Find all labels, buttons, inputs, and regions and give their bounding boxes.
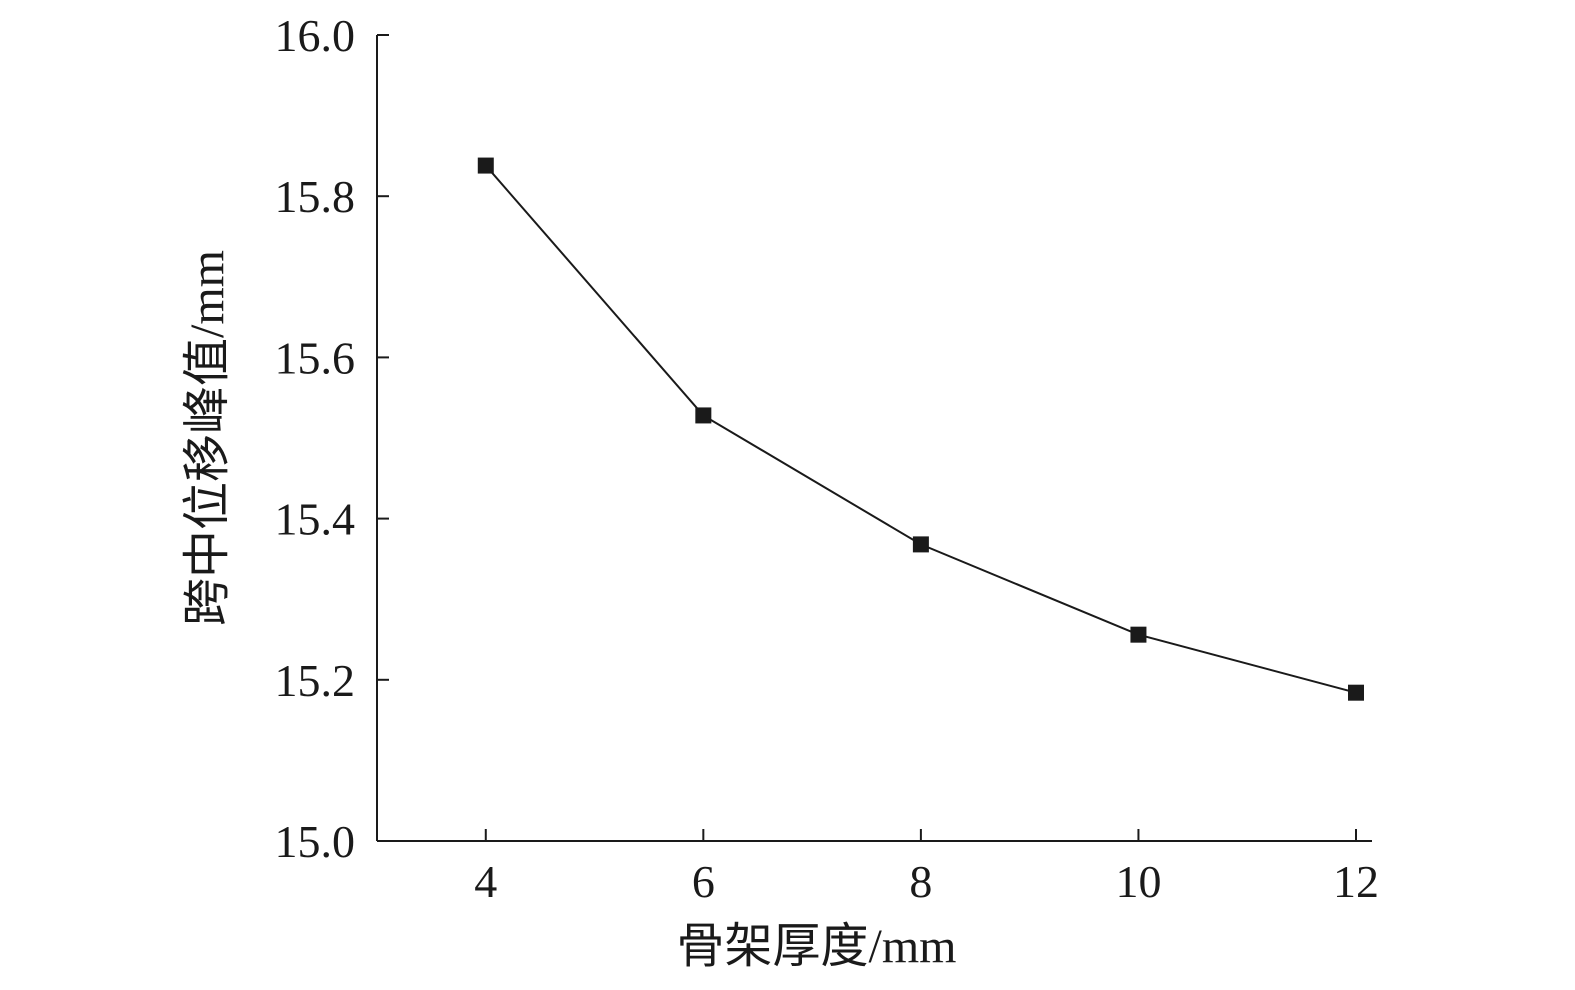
x-tick-label: 10: [1115, 856, 1161, 907]
x-tick-label: 4: [474, 856, 497, 907]
data-point-marker: [912, 536, 929, 553]
x-tick-label: 6: [692, 856, 715, 907]
data-point-marker: [1348, 684, 1364, 701]
y-axis-title: 跨中位移峰值/mm: [181, 250, 234, 626]
y-tick-label: 15.4: [275, 494, 356, 545]
data-point-marker: [695, 407, 712, 424]
y-tick-label: 15.6: [275, 332, 356, 383]
y-tick-label: 15.2: [275, 655, 356, 706]
y-tick-label: 16.0: [275, 10, 356, 61]
x-axis-title: 骨架厚度/mm: [676, 920, 956, 973]
y-tick-label: 15.0: [275, 816, 356, 867]
series-group: [477, 157, 1364, 701]
axes-group: 15.0 15.2 15.4 15.6 15.8 16.0 4 6 8 10 12: [275, 10, 1380, 907]
series-line: [485, 164, 1357, 694]
data-point-marker: [1130, 626, 1147, 643]
x-tick-label: 8: [909, 856, 932, 907]
x-tick-label: 12: [1333, 856, 1379, 907]
y-tick-label: 15.8: [275, 171, 356, 222]
data-point-marker: [477, 157, 494, 174]
